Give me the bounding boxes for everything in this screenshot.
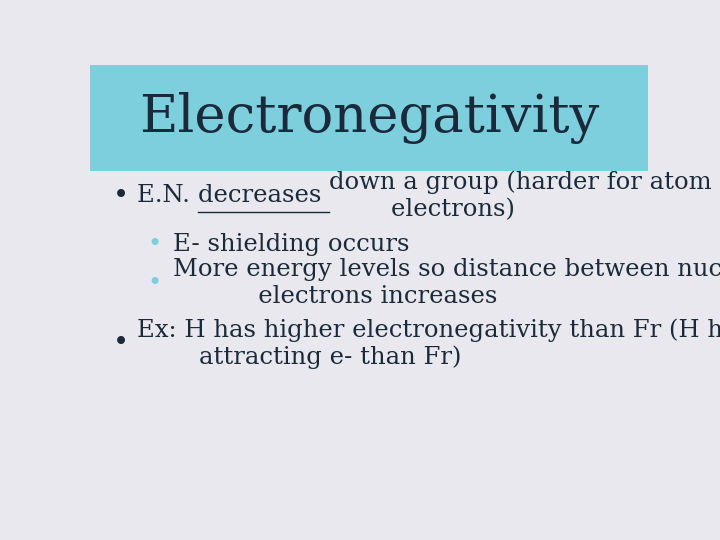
Text: •: •: [147, 271, 161, 295]
Text: E- shielding occurs: E- shielding occurs: [173, 233, 409, 256]
Text: More energy levels so distance between nucleus and
           electrons increase: More energy levels so distance between n…: [173, 258, 720, 308]
FancyBboxPatch shape: [90, 65, 648, 171]
Text: •: •: [147, 232, 161, 256]
Text: Electronegativity: Electronegativity: [139, 92, 599, 144]
Text: Ex: H has higher electronegativity than Fr (H has easier time
        attracting: Ex: H has higher electronegativity than …: [138, 318, 720, 369]
Text: decreases: decreases: [198, 184, 329, 207]
Text: E.N.: E.N.: [138, 184, 198, 207]
Text: •: •: [112, 330, 129, 356]
Text: down a group (harder for atom to attract
        electrons): down a group (harder for atom to attract…: [329, 171, 720, 221]
Text: •: •: [112, 183, 129, 209]
